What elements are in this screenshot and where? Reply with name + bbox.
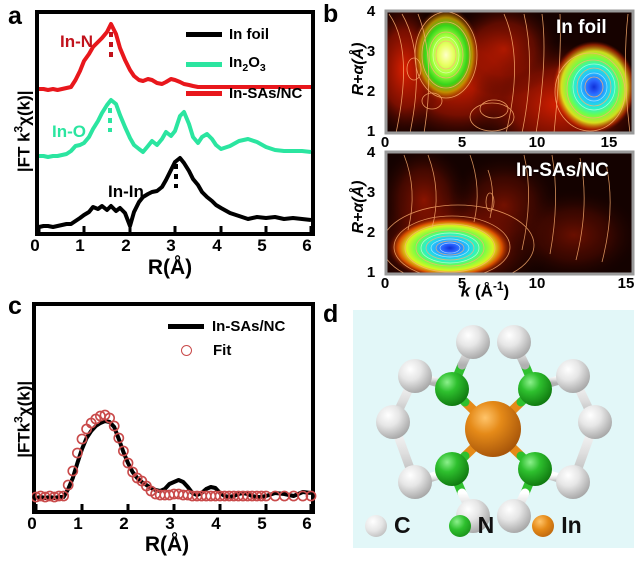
panel-c-xtick-6: 6 xyxy=(302,514,312,533)
fit-markers xyxy=(32,409,317,503)
structure-model-container xyxy=(353,310,634,548)
panel-a-xtick-5: 5 xyxy=(257,236,267,255)
panel-b-top-ytick-1: 1 xyxy=(366,123,376,140)
panel-c-legend: In-SAs/NC Fit xyxy=(168,318,285,359)
panel-c: c |FTk3χ(k)| xyxy=(0,290,320,562)
panel-b-top-ytick-3: 3 xyxy=(366,43,376,60)
legend-item-c-in-sas-nc: In-SAs/NC xyxy=(168,318,285,335)
carbon-atoms xyxy=(376,325,612,533)
panel-c-xtick-4: 4 xyxy=(211,514,221,533)
wavelet-title-in-sas-nc: In-SAs/NC xyxy=(516,160,609,181)
panel-b-top-xtick-0: 0 xyxy=(380,134,390,151)
panel-a-ylabel: |FT k3χ(k)| xyxy=(11,90,34,173)
panel-c-plot xyxy=(32,302,317,514)
panel-b-bottom-xtick-10: 10 xyxy=(528,275,546,292)
panel-c-xlabel: R(Å) xyxy=(144,533,190,556)
panel-b-top-xtick-15: 15 xyxy=(600,134,618,151)
panel-c-ylabel: |FTk3χ(k)| xyxy=(11,380,34,458)
panel-c-xtick-2: 2 xyxy=(119,514,129,533)
panel-b-bottom-xtick-5: 5 xyxy=(457,275,467,292)
legend-label-in2o3: In2O3 xyxy=(229,54,266,74)
panel-a-xtick-4: 4 xyxy=(212,236,222,255)
panel-d: d xyxy=(320,296,640,562)
panel-a-xtick-3: 3 xyxy=(166,236,176,255)
panel-b-bottom-xtick-15: 15 xyxy=(617,275,635,292)
panel-a-xtick-2: 2 xyxy=(121,236,131,255)
panel-b-bottom-ylabel: R+α(Å) xyxy=(350,180,367,234)
panel-a-xtick-6: 6 xyxy=(302,236,312,255)
legend-item-in2o3: In2O3 xyxy=(186,54,302,74)
legend-swatch-line xyxy=(186,61,222,67)
wavelet-title-in-foil: In foil xyxy=(556,17,607,38)
indium-atom xyxy=(465,401,521,457)
legend-label-c: C xyxy=(394,512,411,538)
legend-item-c-fit: Fit xyxy=(168,342,285,359)
legend-swatch-line xyxy=(168,324,204,329)
wavelet-map-in-foil xyxy=(384,9,635,135)
panel-b-bottom-ytick-1: 1 xyxy=(366,264,376,281)
panel-b-top-xtick-5: 5 xyxy=(457,134,467,151)
panel-b-xlabel: k (Å-1) xyxy=(460,279,510,301)
legend-sphere-n xyxy=(448,514,471,537)
panel-b-bottom-xtick-0: 0 xyxy=(380,275,390,292)
panel-b-top-xtick-10: 10 xyxy=(528,134,546,151)
legend-sphere-in xyxy=(532,514,555,537)
panel-c-xtick-0: 0 xyxy=(27,514,37,533)
panel-d-letter: d xyxy=(323,300,339,328)
panel-b-bottom-ytick-3: 3 xyxy=(366,184,376,201)
legend-sphere-c xyxy=(365,514,387,537)
legend-label-in: In xyxy=(561,512,582,538)
panel-a-xlabel: R(Å) xyxy=(147,256,193,279)
annotation-in-n: In-N xyxy=(60,32,94,51)
nitrogen-atoms xyxy=(435,372,552,486)
panel-a-xtick-0: 0 xyxy=(30,236,40,255)
panel-b: b R+α(Å) R+α(Å) xyxy=(320,0,640,301)
panel-b-top-ytick-2: 2 xyxy=(366,83,376,100)
curve-in-foil xyxy=(38,156,312,229)
legend-swatch-line xyxy=(186,32,222,37)
in-n4-structure xyxy=(376,325,612,533)
panel-c-xtick-5: 5 xyxy=(257,514,267,533)
panel-b-bottom-ytick-4: 4 xyxy=(366,144,376,161)
panel-a-letter: a xyxy=(8,2,22,30)
annotation-in-in: In-In xyxy=(108,182,144,201)
panel-c-xtick-1: 1 xyxy=(73,514,83,533)
panel-c-xtick-3: 3 xyxy=(165,514,175,533)
panel-b-bottom-ytick-2: 2 xyxy=(366,224,376,241)
legend-swatch-line xyxy=(186,91,222,96)
legend-swatch-circle xyxy=(181,345,192,356)
curve-in-sas-nc xyxy=(39,22,311,92)
panel-a: a |FT k3χ(k)| In-N In-O In-In xyxy=(0,0,320,290)
legend-item-in-sas-nc: In-SAs/NC xyxy=(186,85,302,102)
panel-d-legend: C N In xyxy=(365,512,598,539)
panel-a-xtick-1: 1 xyxy=(75,236,85,255)
annotation-in-o: In-O xyxy=(52,122,86,141)
panel-c-letter: c xyxy=(8,292,22,320)
panel-a-legend: In foil In2O3 In-SAs/NC xyxy=(186,26,302,102)
wavelet-map-in-sas-nc xyxy=(384,150,635,276)
panel-b-letter: b xyxy=(323,0,339,28)
legend-item-in-foil: In foil xyxy=(186,26,302,43)
panel-a-plot xyxy=(35,10,315,236)
curve-in2o3 xyxy=(39,98,312,159)
panel-b-top-ylabel: R+α(Å) xyxy=(350,42,367,96)
legend-label-n: N xyxy=(477,512,495,538)
panel-b-top-ytick-4: 4 xyxy=(366,3,376,20)
